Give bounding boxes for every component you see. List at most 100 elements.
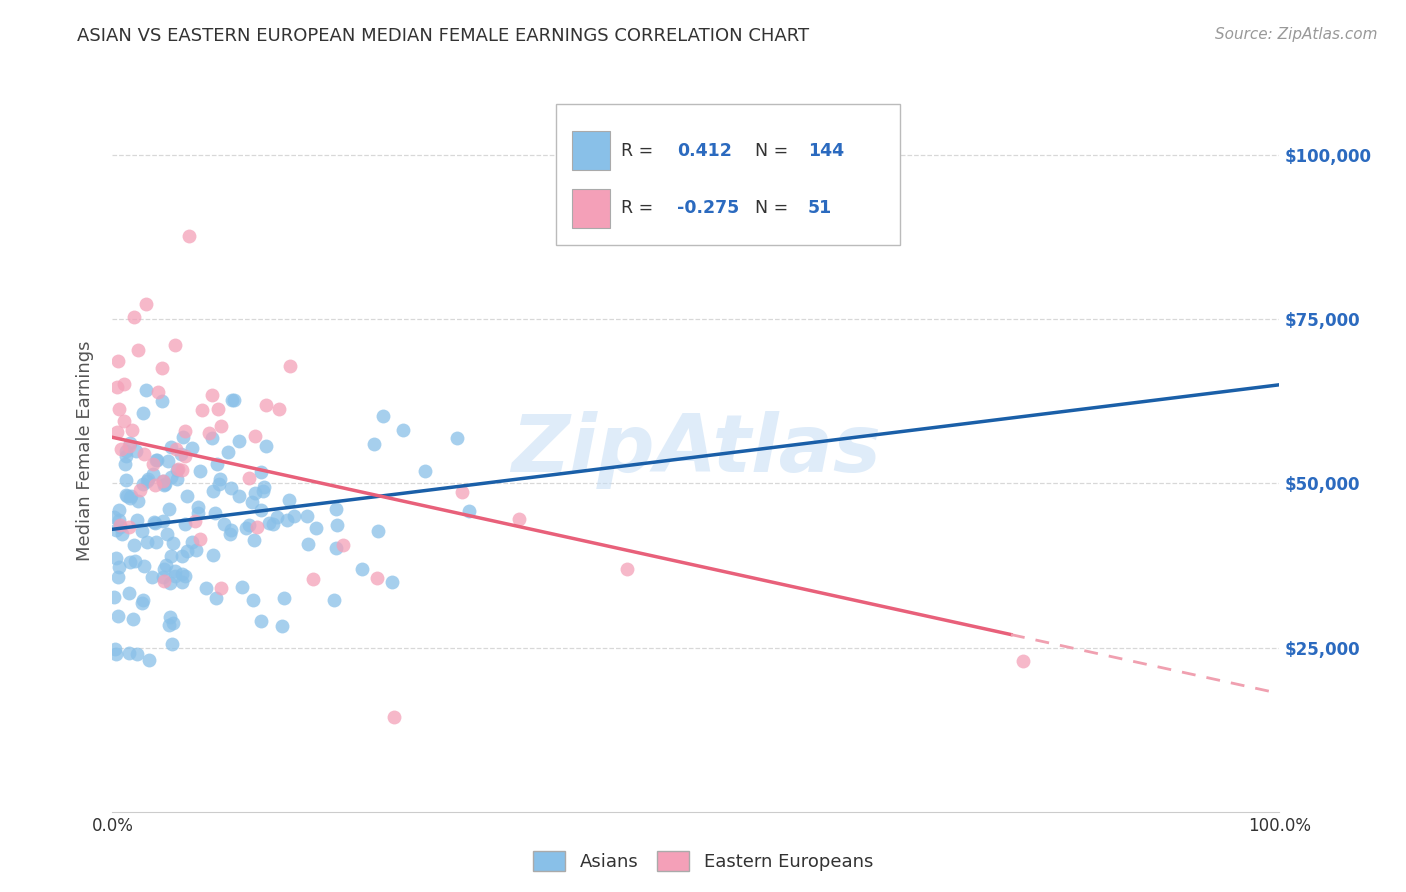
Eastern Europeans <box>332 538 354 552</box>
Asians <box>152 515 174 529</box>
Asians <box>170 575 193 590</box>
Asians <box>120 489 142 503</box>
Asians <box>219 523 242 537</box>
Asians <box>160 637 183 651</box>
Eastern Europeans <box>129 483 152 497</box>
Text: Source: ZipAtlas.com: Source: ZipAtlas.com <box>1215 27 1378 42</box>
Asians <box>166 463 188 477</box>
Asians <box>277 492 299 507</box>
Eastern Europeans <box>105 425 128 439</box>
Asians <box>138 652 160 666</box>
Eastern Europeans <box>121 423 143 437</box>
FancyBboxPatch shape <box>555 103 900 244</box>
Eastern Europeans <box>118 519 141 533</box>
Eastern Europeans <box>135 297 157 311</box>
Asians <box>297 537 319 551</box>
Asians <box>107 608 129 623</box>
Eastern Europeans <box>198 426 221 441</box>
Asians <box>146 453 169 467</box>
Eastern Europeans <box>152 474 174 488</box>
Asians <box>107 570 129 584</box>
Eastern Europeans <box>508 512 530 526</box>
Asians <box>104 647 127 661</box>
Eastern Europeans <box>118 439 141 453</box>
Asians <box>392 423 415 437</box>
Text: 0.412: 0.412 <box>678 142 733 160</box>
Asians <box>253 480 276 494</box>
Asians <box>118 491 141 506</box>
Asians <box>152 562 174 576</box>
Asians <box>159 576 181 591</box>
Asians <box>162 615 184 630</box>
Eastern Europeans <box>209 418 232 433</box>
Asians <box>142 515 165 529</box>
Eastern Europeans <box>165 442 187 456</box>
Asians <box>127 494 149 508</box>
Asians <box>135 383 157 397</box>
Asians <box>173 569 195 583</box>
Asians <box>325 541 347 556</box>
Asians <box>212 517 235 532</box>
Eastern Europeans <box>165 338 187 352</box>
Asians <box>231 580 253 594</box>
Asians <box>114 488 136 502</box>
Asians <box>122 612 145 626</box>
Asians <box>295 509 318 524</box>
Asians <box>273 591 295 605</box>
Asians <box>326 518 349 533</box>
Eastern Europeans <box>246 519 269 533</box>
Asians <box>150 393 173 408</box>
Eastern Europeans <box>108 402 131 417</box>
Asians <box>207 458 229 472</box>
Text: ZipAtlas: ZipAtlas <box>510 411 882 490</box>
Asians <box>181 535 204 549</box>
Eastern Europeans <box>166 462 188 476</box>
Asians <box>108 503 131 517</box>
Asians <box>114 457 136 471</box>
Asians <box>204 591 226 606</box>
Asians <box>325 501 347 516</box>
Text: N =: N = <box>755 200 794 218</box>
Eastern Europeans <box>112 414 135 428</box>
Asians <box>132 477 155 491</box>
Eastern Europeans <box>107 354 129 368</box>
Asians <box>124 554 146 568</box>
Eastern Europeans <box>152 574 174 588</box>
Text: -0.275: -0.275 <box>678 200 740 218</box>
Eastern Europeans <box>267 401 290 416</box>
Asians <box>131 406 153 420</box>
Asians <box>176 489 198 503</box>
Asians <box>104 642 127 657</box>
Asians <box>125 444 148 458</box>
Asians <box>141 570 163 584</box>
Asians <box>228 434 250 448</box>
Asians <box>173 430 195 444</box>
Asians <box>166 472 188 486</box>
Asians <box>252 483 274 498</box>
Asians <box>283 508 305 523</box>
Asians <box>352 562 374 576</box>
Text: R =: R = <box>621 200 659 218</box>
Asians <box>208 472 231 486</box>
Eastern Europeans <box>191 402 214 417</box>
Asians <box>373 409 395 423</box>
Eastern Europeans <box>110 442 132 457</box>
Asians <box>125 648 148 662</box>
Asians <box>250 465 273 479</box>
Asians <box>118 555 141 569</box>
Asians <box>217 445 239 459</box>
Asians <box>108 560 131 574</box>
FancyBboxPatch shape <box>572 188 610 228</box>
Asians <box>131 524 153 538</box>
Asians <box>186 543 208 558</box>
Eastern Europeans <box>238 471 260 485</box>
Asians <box>165 568 187 582</box>
Eastern Europeans <box>301 572 323 586</box>
Eastern Europeans <box>110 517 132 532</box>
Eastern Europeans <box>112 377 135 392</box>
Asians <box>170 549 193 563</box>
Eastern Europeans <box>146 385 169 400</box>
Eastern Europeans <box>254 398 277 412</box>
Asians <box>363 436 385 450</box>
Asians <box>180 441 202 455</box>
